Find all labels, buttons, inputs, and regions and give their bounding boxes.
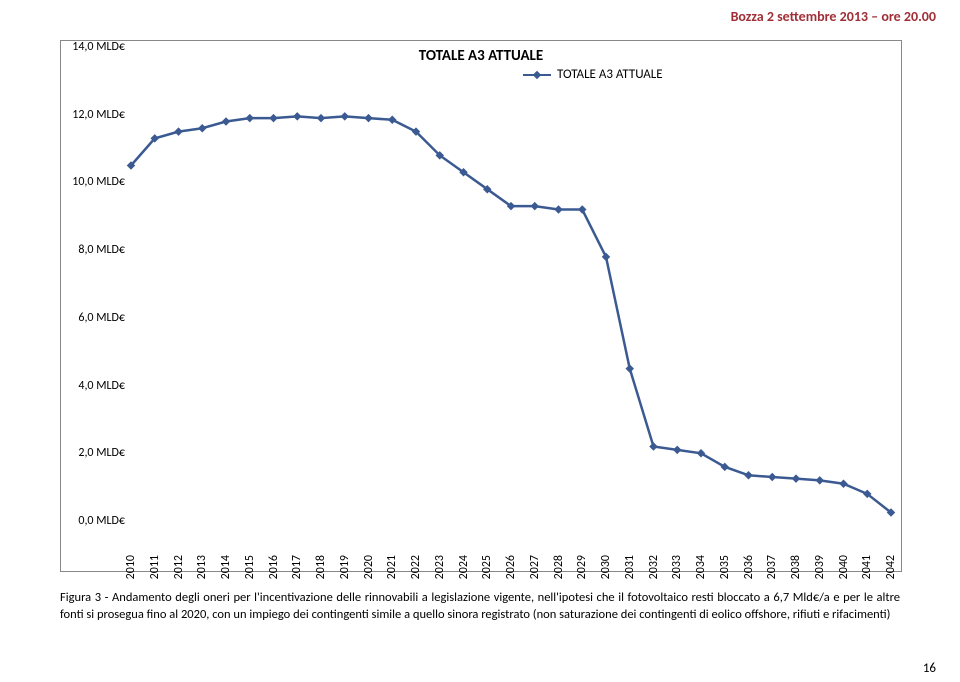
- x-tick-label: 2030: [599, 555, 613, 579]
- figure-caption: Figura 3 - Andamento degli oneri per l'i…: [60, 590, 900, 624]
- series-marker: [626, 364, 634, 372]
- x-tick-label: 2039: [813, 555, 827, 579]
- series-marker: [816, 476, 824, 484]
- x-tick-label: 2022: [409, 555, 423, 579]
- series-marker: [269, 114, 277, 122]
- series-marker: [578, 205, 586, 213]
- series-marker: [388, 116, 396, 124]
- y-tick-label: 8,0 MLD€: [65, 243, 125, 257]
- x-tick-label: 2013: [195, 555, 209, 579]
- series-marker: [198, 124, 206, 132]
- y-tick-label: 2,0 MLD€: [65, 446, 125, 460]
- series-marker: [246, 114, 254, 122]
- series-marker: [317, 114, 325, 122]
- x-axis-labels: 2010201120122013201420152016201720182019…: [131, 523, 891, 569]
- x-tick-label: 2041: [860, 555, 874, 579]
- x-tick-label: 2031: [623, 555, 637, 579]
- series-marker: [293, 112, 301, 120]
- series-marker: [839, 480, 847, 488]
- x-tick-label: 2038: [789, 555, 803, 579]
- x-tick-label: 2017: [290, 555, 304, 579]
- y-tick-label: 0,0 MLD€: [65, 514, 125, 528]
- x-tick-label: 2032: [647, 555, 661, 579]
- x-tick-label: 2015: [243, 555, 257, 579]
- x-tick-label: 2025: [480, 555, 494, 579]
- x-tick-label: 2037: [765, 555, 779, 579]
- y-tick-label: 12,0 MLD€: [65, 108, 125, 122]
- series-marker: [222, 117, 230, 125]
- draft-header: Bozza 2 settembre 2013 – ore 20.00: [731, 8, 936, 25]
- series-marker: [174, 127, 182, 135]
- series-marker: [792, 474, 800, 482]
- series-marker: [364, 114, 372, 122]
- y-tick-label: 10,0 MLD€: [65, 175, 125, 189]
- x-tick-label: 2027: [528, 555, 542, 579]
- x-tick-label: 2018: [314, 555, 328, 579]
- x-tick-label: 2028: [552, 555, 566, 579]
- series-marker: [673, 446, 681, 454]
- x-tick-label: 2024: [457, 555, 471, 579]
- x-tick-label: 2035: [718, 555, 732, 579]
- series-marker: [744, 471, 752, 479]
- series-marker: [602, 253, 610, 261]
- x-tick-label: 2016: [267, 555, 281, 579]
- y-axis-labels: 0,0 MLD€2,0 MLD€4,0 MLD€6,0 MLD€8,0 MLD€…: [65, 47, 125, 521]
- x-tick-label: 2021: [385, 555, 399, 579]
- x-tick-label: 2020: [362, 555, 376, 579]
- x-tick-label: 2023: [433, 555, 447, 579]
- series-marker: [649, 442, 657, 450]
- series-marker: [554, 205, 562, 213]
- x-tick-label: 2014: [219, 555, 233, 579]
- x-tick-label: 2034: [694, 555, 708, 579]
- chart-container: TOTALE A3 ATTUALE TOTALE A3 ATTUALE 0,0 …: [60, 40, 902, 572]
- x-tick-label: 2026: [504, 555, 518, 579]
- x-tick-label: 2029: [575, 555, 589, 579]
- series-marker: [341, 112, 349, 120]
- x-tick-label: 2033: [670, 555, 684, 579]
- x-tick-label: 2040: [837, 555, 851, 579]
- x-tick-label: 2036: [742, 555, 756, 579]
- x-tick-label: 2042: [884, 555, 898, 579]
- y-tick-label: 14,0 MLD€: [65, 40, 125, 54]
- series-line: [131, 116, 891, 512]
- series-marker: [531, 202, 539, 210]
- page-number: 16: [923, 661, 936, 676]
- x-tick-label: 2012: [172, 555, 186, 579]
- y-tick-label: 4,0 MLD€: [65, 379, 125, 393]
- plot-area: [131, 47, 891, 521]
- line-series: [131, 47, 891, 521]
- series-marker: [768, 473, 776, 481]
- x-tick-label: 2011: [148, 555, 162, 579]
- x-tick-label: 2019: [338, 555, 352, 579]
- y-tick-label: 6,0 MLD€: [65, 311, 125, 325]
- x-tick-label: 2010: [124, 555, 138, 579]
